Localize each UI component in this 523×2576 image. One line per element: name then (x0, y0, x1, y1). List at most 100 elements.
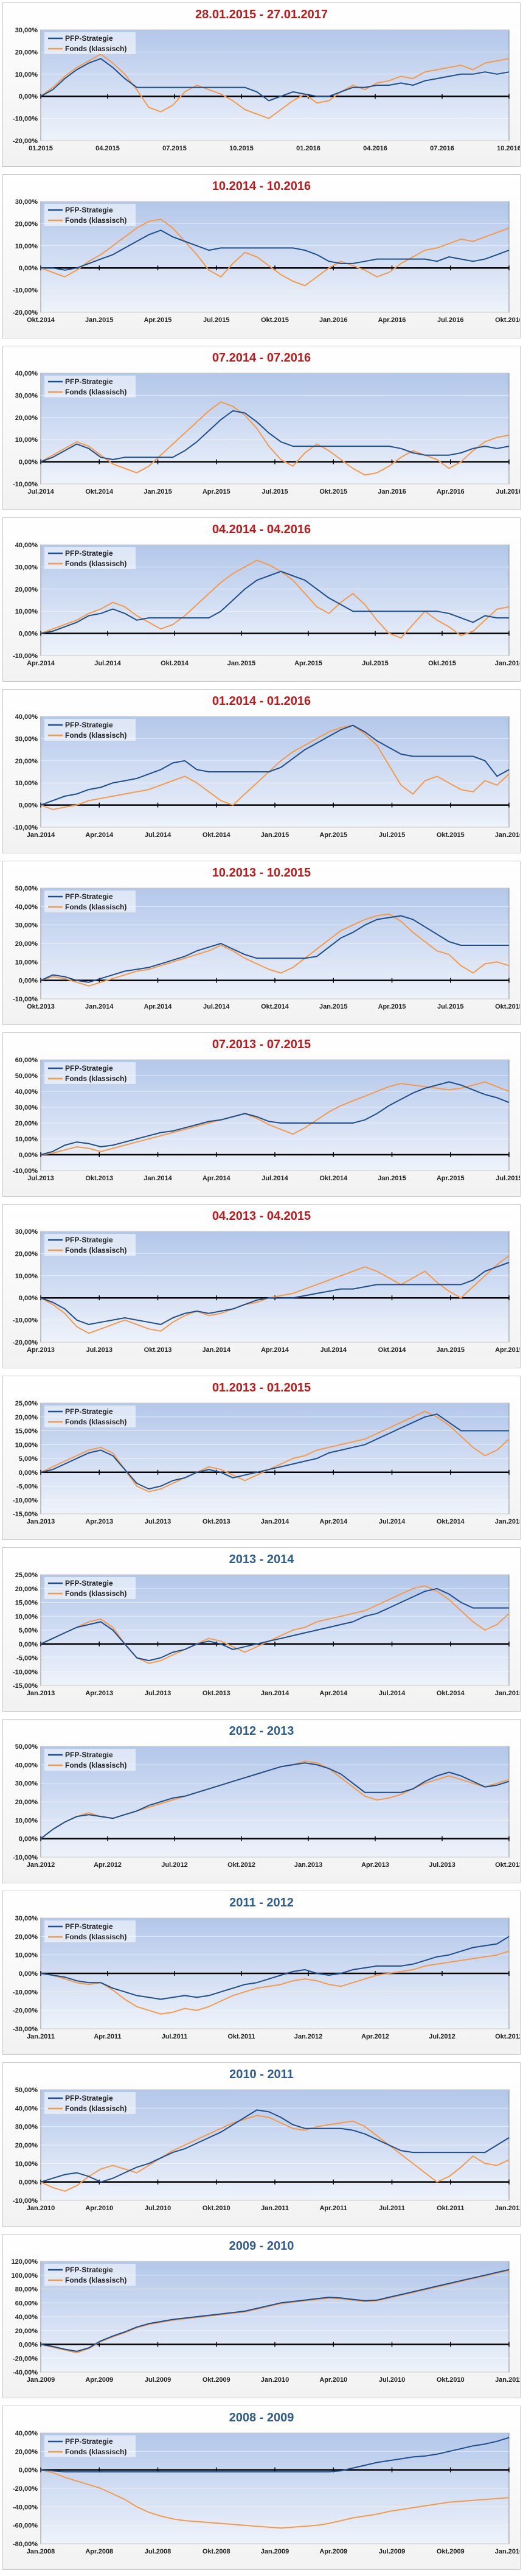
y-tick-label: 0,00% (19, 1295, 38, 1302)
chart-panel: 07.2013 - 07.2015 60,00% 50,00% 40,00% 30,00… (2, 1032, 521, 1197)
x-tick-label: Jan.2013 (27, 1518, 55, 1525)
x-tick-label: 07.2015 (162, 145, 187, 152)
x-tick-label: 07.2016 (430, 145, 454, 152)
series-line-classic (40, 2469, 510, 2529)
series-line-strategy (40, 410, 510, 463)
y-tick-label: 40,00% (15, 903, 38, 911)
series-line-strategy (40, 724, 510, 806)
line-chart: 40,00%30,00%20,00%10,00%0,00%-10,00%Jul.… (13, 370, 520, 495)
chart-title: 2013 - 2014 (229, 1553, 294, 1566)
chart-title: 28.01.2015 - 27.01.2017 (195, 8, 328, 21)
y-tick-label: 0,00% (19, 2342, 38, 2349)
line-chart: 50,00% 40,00% 30,00% 20,00% 10,00% 0,00% -10,0… (13, 885, 520, 1010)
chart-panel: 2010 - 2011 50,00% 40,00% 30,00% 20,00% 10,00… (2, 2062, 521, 2227)
x-tick-label: 04.2015 (95, 145, 120, 152)
y-tick-label: 20,00% (15, 1250, 38, 1258)
x-tick-label: Jul.2012 (161, 1861, 187, 1869)
x-tick-label: Jul.2014 (262, 1175, 288, 1182)
x-tick-label: Okt.2015 (437, 831, 465, 839)
x-tick-label: Apr.2011 (94, 2033, 121, 2040)
x-tick-label: Okt.2015 (495, 1003, 520, 1010)
legend-label-strategy: PFP-Strategie (65, 1236, 113, 1244)
x-tick-label: Jan.2008 (27, 2548, 55, 2555)
legend-label-classic: Fonds (klassisch) (65, 1589, 126, 1598)
x-tick-label: Okt.2013 (495, 1861, 520, 1869)
y-tick-label: 0,00% (19, 2179, 38, 2186)
y-tick-label: 0,00% (19, 2467, 38, 2474)
y-tick-label: 30,00% (15, 735, 38, 743)
x-tick-label: Jul.2011 (162, 2033, 188, 2040)
series-line-classic (40, 1081, 510, 1155)
x-tick-label: Jan.2016 (495, 660, 520, 667)
legend-box (44, 1062, 136, 1084)
legend-box (44, 376, 136, 397)
x-tick-label: Apr.2010 (85, 2205, 113, 2212)
legend-label-strategy: PFP-Strategie (65, 1407, 113, 1416)
legend-box (44, 719, 136, 741)
line-chart: 30,00%20,00%10,00%0,00%-10,00%-20,00%Apr… (13, 1228, 520, 1354)
legend-label-classic: Fonds (klassisch) (65, 559, 126, 568)
x-tick-label: Jan.2012 (27, 1861, 55, 1869)
x-tick-label: Jan.2012 (294, 2033, 322, 2040)
y-tick-label: 20,00% (15, 940, 38, 948)
line-chart: 30,00% 20,00% 10,00% 0,00% -10,00% -20,00% -30… (13, 1915, 520, 2040)
legend-label-classic: Fonds (klassisch) (65, 2448, 126, 2456)
y-tick-label: 0,00% (19, 459, 38, 466)
x-tick-label: Jan.2016 (495, 831, 520, 839)
x-tick-label: Apr.2009 (85, 2376, 113, 2384)
y-tick-label: 0,00% (19, 265, 38, 272)
chart-panel: 10.2013 - 10.2015 50,00% 40,00% 30,00% 20,00… (2, 861, 521, 1025)
legend-label-classic: Fonds (klassisch) (65, 1761, 126, 1769)
x-tick-label: Jul.2014 (379, 1690, 406, 1697)
x-tick-label: Apr.2015 (319, 831, 347, 839)
chart-panel: 28.01.2015 - 27.01.2017 30,00% 20,00% 10,00… (2, 2, 521, 167)
line-chart: 30,00%20,00%10,00%0,00%-10,00%-20,00%Okt… (13, 198, 520, 324)
series-line-classic (40, 1585, 510, 1664)
x-tick-label: Okt.2011 (227, 2033, 255, 2040)
x-tick-label: Okt.2015 (319, 488, 347, 495)
x-tick-label: Jul.2015 (362, 660, 388, 667)
x-tick-label: Jul.2015 (496, 1175, 520, 1182)
y-tick-label: -5,00% (16, 1655, 38, 1662)
y-tick-label: 20,00% (15, 2328, 38, 2335)
line-chart: 50,00% 40,00% 30,00% 20,00% 10,00% 0,00% -10,0… (13, 2087, 520, 2212)
y-tick-label: 0,00% (19, 978, 38, 985)
x-tick-label: Jan.2015 (261, 831, 289, 839)
legend-box (44, 1749, 136, 1771)
x-tick-label: Okt.2013 (27, 1003, 55, 1010)
x-tick-label: Jul.2016 (496, 488, 520, 495)
series-line-classic (40, 54, 510, 119)
y-tick-label: 15,00% (15, 1600, 38, 1607)
y-tick-label: 5,00% (19, 1627, 38, 1634)
y-tick-label: -40,00% (13, 2504, 38, 2511)
y-tick-label: 120,00% (12, 2258, 38, 2266)
x-tick-label: Okt.2012 (227, 1861, 255, 1869)
x-tick-label: Apr.2014 (261, 1346, 289, 1354)
y-tick-label: -10,00% (13, 1989, 38, 1996)
y-tick-label: -60,00% (13, 2522, 38, 2530)
x-tick-label: Jul.2014 (94, 660, 121, 667)
x-tick-label: Jul.2016 (437, 317, 463, 324)
legend-label-classic: Fonds (klassisch) (65, 216, 126, 225)
y-tick-label: -80,00% (13, 2541, 38, 2548)
x-tick-label: Okt.2016 (495, 317, 520, 324)
x-tick-label: 10.2015 (229, 145, 254, 152)
y-tick-label: 30,00% (15, 392, 38, 399)
x-tick-label: Jan.2009 (27, 2376, 55, 2384)
x-tick-label: 10.2016 (497, 145, 520, 152)
series-line-strategy (40, 2269, 510, 2352)
y-tick-label: 40,00% (15, 2314, 38, 2321)
x-tick-label: Jan.2015 (495, 1690, 520, 1697)
legend-label-strategy: PFP-Strategie (65, 549, 113, 558)
y-tick-label: 0,00% (19, 93, 38, 100)
x-tick-label: Apr.2015 (437, 1175, 465, 1182)
y-tick-label: -5,00% (16, 1483, 38, 1491)
x-tick-label: Jan.2015 (227, 660, 255, 667)
x-tick-label: Apr.2014 (144, 1003, 173, 1010)
x-tick-label: Jan.2013 (27, 1690, 55, 1697)
